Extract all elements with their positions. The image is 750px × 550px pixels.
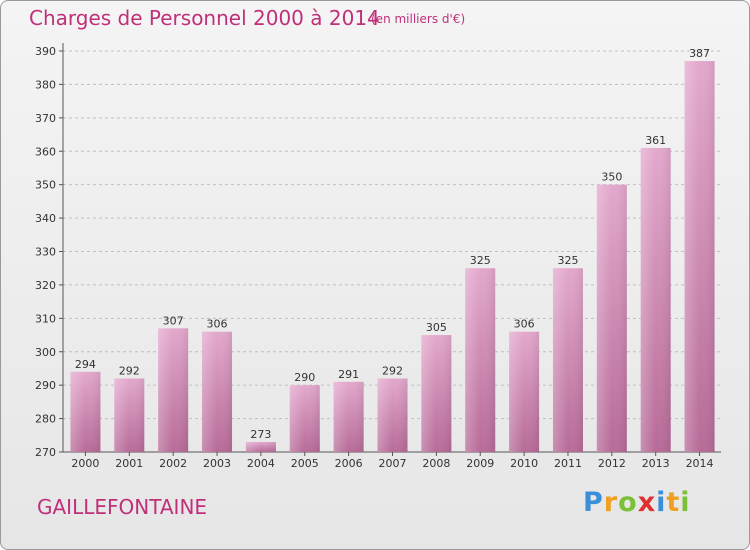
bar-shade [289,385,320,452]
logo-letter: t [666,487,681,518]
bar-shade [158,328,189,452]
x-tick-label: 2002 [159,457,187,470]
x-tick-label: 2003 [203,457,231,470]
bar-value-label: 361 [645,134,666,147]
logo-letter: P [583,487,604,518]
x-tick-label: 2008 [422,457,450,470]
logo-letter: i [656,487,667,518]
logo-letter: o [618,487,638,518]
x-tick-label: 2006 [335,457,363,470]
bar-value-label: 273 [250,428,271,441]
logo-letter: r [603,487,619,518]
bar-value-label: 305 [426,321,447,334]
bar-shade [202,331,233,452]
bar-value-label: 291 [338,368,359,381]
bar-value-label: 292 [382,364,403,377]
bar-shade [70,371,101,452]
y-tick-label: 270 [35,446,56,459]
bar-value-label: 350 [601,171,622,184]
x-tick-label: 2010 [510,457,538,470]
y-tick-label: 300 [35,346,56,359]
bar-value-label: 306 [207,318,228,331]
bar-shade [377,378,408,452]
y-tick-label: 360 [35,145,56,158]
x-tick-label: 2004 [247,457,275,470]
y-tick-label: 370 [35,112,56,125]
y-tick-label: 350 [35,179,56,192]
bar-shade [245,441,276,452]
bar-shade [509,331,540,452]
x-tick-label: 2005 [291,457,319,470]
y-tick-label: 330 [35,246,56,259]
x-tick-label: 2013 [642,457,670,470]
bar-value-label: 387 [689,47,710,60]
bar-shade [552,268,583,452]
logo-letter: x [637,487,657,518]
x-tick-label: 2007 [379,457,407,470]
x-tick-label: 2009 [466,457,494,470]
x-tick-label: 2011 [554,457,582,470]
y-tick-label: 290 [35,379,56,392]
commune-name: GAILLEFONTAINE [37,495,208,519]
y-tick-label: 380 [35,78,56,91]
logo-letter: i [680,487,691,518]
chart-title: Charges de Personnel 2000 à 2014 [29,6,380,30]
bar-shade [421,335,452,452]
bar-value-label: 325 [470,254,491,267]
x-tick-label: 2014 [686,457,714,470]
bar-shade [114,378,145,452]
x-tick-label: 2012 [598,457,626,470]
x-tick-label: 2000 [71,457,99,470]
bar-value-label: 325 [557,254,578,267]
bar-value-label: 292 [119,364,140,377]
bar-shade [596,184,627,452]
bar-shade [684,61,715,453]
y-tick-label: 280 [35,413,56,426]
y-tick-label: 320 [35,279,56,292]
bar-shade [333,381,364,452]
x-tick-label: 2001 [115,457,143,470]
bar-shade [640,147,671,453]
bar-shade [465,268,496,452]
bar-value-label: 290 [294,371,315,384]
y-tick-label: 310 [35,312,56,325]
y-tick-label: 390 [35,45,56,58]
y-tick-label: 340 [35,212,56,225]
bar-value-label: 307 [163,314,184,327]
bar-value-label: 294 [75,358,96,371]
proxiti-logo: Proxiti [583,487,691,518]
chart-subtitle: (en milliers d'€) [371,12,466,26]
bar-value-label: 306 [514,318,535,331]
